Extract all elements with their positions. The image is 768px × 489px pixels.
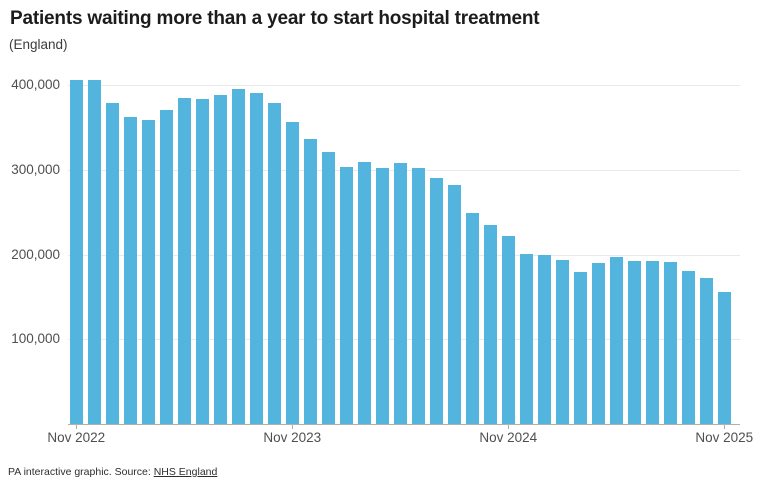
bar[interactable] — [231, 89, 245, 424]
footer-credit: PA interactive graphic. Source: NHS Engl… — [8, 466, 217, 478]
bar[interactable] — [627, 260, 641, 424]
bar[interactable] — [177, 98, 191, 424]
bar[interactable] — [609, 256, 623, 424]
x-axis-tick-label: Nov 2022 — [47, 430, 106, 445]
bar[interactable] — [483, 225, 497, 424]
bar[interactable] — [501, 236, 515, 424]
bar[interactable] — [429, 178, 443, 424]
bar[interactable] — [159, 109, 173, 424]
bar[interactable] — [87, 79, 101, 424]
bar[interactable] — [303, 139, 317, 424]
x-axis-tick — [724, 425, 726, 429]
bar[interactable] — [411, 167, 425, 424]
bar[interactable] — [249, 92, 263, 424]
bar[interactable] — [537, 255, 551, 424]
y-axis-tick-label: 400,000 — [11, 77, 60, 92]
y-axis-tick-label: 300,000 — [11, 161, 60, 177]
bar[interactable] — [123, 116, 137, 424]
bar[interactable] — [519, 254, 533, 424]
y-axis-tick-label: 200,000 — [11, 246, 60, 262]
bar[interactable] — [717, 291, 731, 424]
bar[interactable] — [555, 260, 569, 424]
chart-title: Patients waiting more than a year to sta… — [10, 8, 540, 29]
bar[interactable] — [267, 103, 281, 424]
bar[interactable] — [69, 79, 83, 424]
x-axis-tick-label: Nov 2025 — [695, 430, 754, 445]
bar[interactable] — [645, 261, 659, 424]
bar[interactable] — [213, 95, 227, 424]
bar[interactable] — [591, 263, 605, 424]
y-axis-tick-label: 100,000 — [11, 331, 60, 347]
source-link[interactable]: NHS England — [153, 466, 218, 478]
bar[interactable] — [105, 102, 119, 424]
bar[interactable] — [699, 277, 713, 424]
x-axis-tick — [508, 425, 510, 429]
credit-text: PA interactive graphic. Source: — [8, 466, 154, 478]
bar[interactable] — [375, 168, 389, 424]
bar[interactable] — [447, 185, 461, 424]
x-axis-tick — [292, 425, 294, 429]
bar[interactable] — [393, 163, 407, 424]
bar[interactable] — [321, 152, 335, 424]
chart-subtitle: (England) — [9, 37, 68, 52]
x-axis-tick-label: Nov 2023 — [263, 430, 322, 445]
bar[interactable] — [285, 122, 299, 424]
x-axis-tick-label: Nov 2024 — [479, 430, 538, 445]
bar[interactable] — [573, 271, 587, 424]
bar[interactable] — [195, 99, 209, 424]
bar[interactable] — [663, 261, 677, 424]
bar[interactable] — [465, 213, 479, 424]
bar[interactable] — [681, 271, 695, 424]
y-gridline — [68, 85, 740, 86]
x-axis-tick — [76, 425, 78, 429]
bar[interactable] — [141, 119, 155, 424]
x-axis-line — [68, 424, 740, 425]
bar[interactable] — [357, 161, 371, 424]
bar[interactable] — [339, 166, 353, 424]
